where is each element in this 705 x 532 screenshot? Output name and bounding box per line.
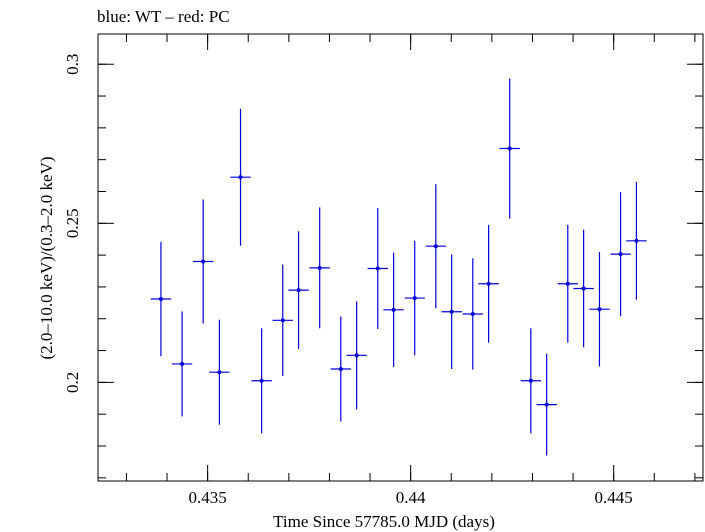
axis-tick-labels: 0.435 0.44 0.445 0.2 0.25 0.3 bbox=[63, 54, 633, 507]
data-marker bbox=[507, 146, 512, 151]
data-point bbox=[520, 328, 541, 434]
data-point bbox=[573, 229, 594, 348]
data-marker bbox=[391, 307, 396, 312]
data-point bbox=[346, 301, 367, 410]
data-point bbox=[441, 254, 462, 370]
data-marker bbox=[280, 318, 285, 323]
y-tick-label: 0.25 bbox=[63, 208, 82, 238]
data-marker bbox=[201, 259, 206, 264]
data-marker bbox=[634, 238, 639, 243]
data-marker bbox=[317, 265, 322, 270]
data-point bbox=[272, 264, 293, 377]
x-tick-label: 0.44 bbox=[396, 488, 426, 507]
data-marker bbox=[449, 309, 454, 314]
data-marker bbox=[470, 311, 475, 316]
data-marker bbox=[338, 367, 343, 372]
data-point bbox=[150, 241, 172, 357]
data-point bbox=[557, 224, 578, 343]
y-tick-label: 0.3 bbox=[63, 54, 82, 75]
data-point bbox=[288, 231, 309, 349]
data-marker bbox=[528, 378, 533, 383]
axis-ticks bbox=[98, 34, 703, 481]
y-axis-label: (2.0–10.0 keV)/(0.3–2.0 keV) bbox=[37, 156, 56, 359]
data-marker bbox=[544, 402, 549, 407]
data-points bbox=[150, 78, 647, 456]
data-point bbox=[171, 311, 193, 417]
data-point bbox=[309, 207, 330, 329]
data-point bbox=[610, 192, 631, 317]
data-point bbox=[478, 224, 499, 343]
data-marker bbox=[597, 307, 602, 312]
x-axis-label: Time Since 57785.0 MJD (days) bbox=[273, 512, 495, 531]
chart-title: blue: WT – red: PC bbox=[97, 7, 230, 26]
data-marker bbox=[375, 266, 380, 271]
data-marker bbox=[412, 296, 417, 301]
data-marker bbox=[618, 252, 623, 257]
data-marker bbox=[486, 281, 491, 286]
data-marker bbox=[180, 361, 185, 366]
x-tick-label: 0.445 bbox=[595, 488, 633, 507]
x-tick-label: 0.435 bbox=[189, 488, 227, 507]
data-marker bbox=[296, 288, 301, 293]
data-point bbox=[589, 251, 610, 367]
data-point bbox=[425, 184, 446, 309]
data-point bbox=[462, 258, 483, 370]
data-marker bbox=[581, 286, 586, 291]
plot-frame bbox=[97, 33, 704, 482]
data-marker bbox=[565, 281, 570, 286]
data-point bbox=[499, 78, 520, 219]
data-marker bbox=[238, 175, 243, 180]
data-point bbox=[193, 199, 214, 324]
data-point bbox=[383, 252, 404, 368]
y-tick-label: 0.2 bbox=[63, 372, 82, 393]
data-point bbox=[209, 319, 230, 425]
data-point bbox=[251, 328, 272, 434]
data-point bbox=[626, 181, 647, 300]
data-marker bbox=[217, 370, 222, 375]
data-marker bbox=[354, 353, 359, 358]
data-point bbox=[404, 240, 425, 356]
data-point bbox=[230, 108, 251, 246]
data-marker bbox=[259, 378, 264, 383]
data-point bbox=[330, 316, 351, 422]
data-point bbox=[536, 353, 557, 456]
data-point bbox=[367, 208, 388, 329]
data-marker bbox=[158, 297, 163, 302]
data-marker bbox=[433, 244, 438, 249]
